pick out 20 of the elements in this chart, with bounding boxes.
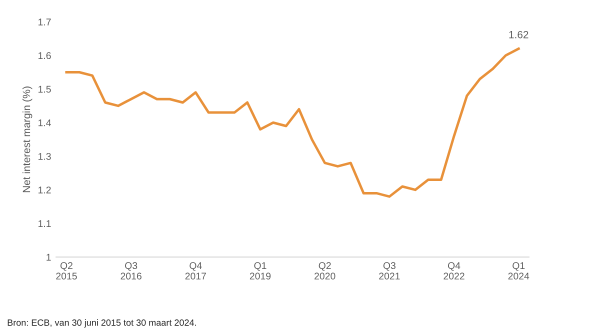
x-tick-label: Q2 2015 bbox=[56, 262, 77, 280]
x-tick-label: Q2 2020 bbox=[314, 262, 336, 280]
data-label: 1.62 bbox=[509, 30, 528, 38]
y-tick-label: 1.5 bbox=[38, 86, 51, 93]
y-tick-label: 1.2 bbox=[38, 186, 51, 194]
x-tick-label: Q4 2022 bbox=[444, 262, 464, 280]
y-axis-title: Net interest margin (%) bbox=[22, 86, 32, 192]
y-tick-label: 1.4 bbox=[38, 119, 51, 126]
x-tick-label: Q3 2016 bbox=[120, 262, 142, 280]
x-tick-label: Q3 2021 bbox=[379, 262, 400, 280]
text: Bron: ECB, van 30 juni 2015 tot 30 maart 2024. bbox=[8, 319, 196, 328]
x-tick-label: Q1 2019 bbox=[250, 262, 271, 280]
y-tick-label: 1.6 bbox=[38, 52, 51, 60]
y-tick-label: 1.3 bbox=[38, 152, 51, 160]
y-tick-label: 1.7 bbox=[38, 18, 51, 26]
x-tick-label: Q4 2017 bbox=[185, 262, 206, 280]
y-tick-label: 1.1 bbox=[38, 220, 51, 227]
x-tick-label: Q1 2024 bbox=[508, 262, 530, 280]
y-tick-label: 1 bbox=[46, 254, 51, 261]
line-series bbox=[65, 47, 520, 198]
